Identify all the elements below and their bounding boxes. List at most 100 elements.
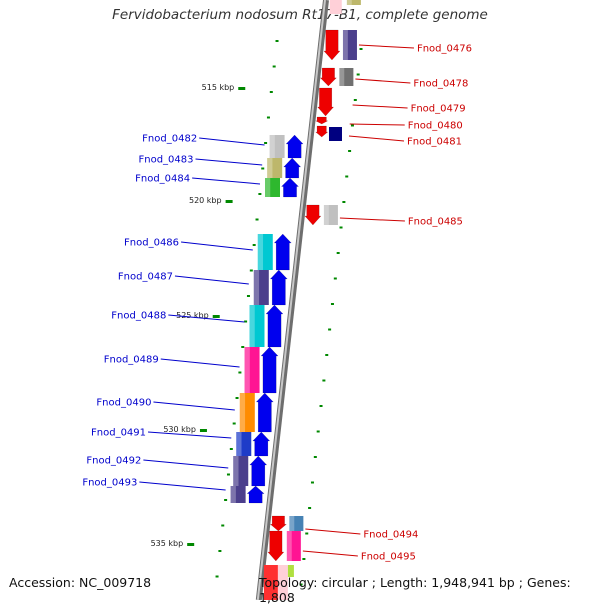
tick-mark (255, 218, 259, 221)
tick-mark (313, 456, 317, 458)
forward-cog-block-shade (257, 234, 264, 270)
forward-cog-block (230, 486, 246, 503)
reverse-gene-arrow (304, 204, 322, 226)
forward-cog-block-shade (230, 486, 236, 503)
kbp-marker-tick (187, 543, 195, 546)
forward-gene-leader (143, 459, 229, 469)
accession-label: Accession: (9, 575, 76, 590)
tick-mark (345, 175, 349, 178)
genome-backbone (255, 0, 329, 600)
reverse-gene-leader (302, 550, 358, 557)
reverse-gene-label: Fnod_0481 (407, 137, 462, 148)
tick-mark (330, 303, 334, 305)
tick-mark (356, 73, 360, 76)
reverse-cog-block-shade (286, 531, 292, 561)
accession-value: NC_009718 (79, 575, 152, 590)
forward-gene-arrow (280, 177, 300, 198)
accession-info: Accession: NC_009718 (9, 575, 151, 590)
topology-label: Topology: (259, 575, 318, 590)
reverse-cog-block (328, 127, 342, 141)
tick-mark (299, 583, 303, 586)
forward-gene-label: Fnod_0483 (138, 155, 193, 166)
map-title: Fervidobacterium nodosum Rt17-B1, comple… (112, 7, 488, 23)
forward-gene-label: Fnod_0487 (118, 272, 173, 283)
forward-cog-block-shade (267, 158, 273, 178)
forward-gene-label: Fnod_0486 (124, 238, 179, 249)
forward-cog-block (239, 393, 255, 432)
edge-feature-top-shade (346, 0, 352, 5)
forward-cog-block (265, 178, 280, 197)
tick-mark (244, 320, 248, 323)
tick-mark (275, 40, 279, 42)
reverse-cog-block-shade (323, 205, 329, 225)
forward-cog-block (269, 135, 285, 158)
kbp-marker-tick (238, 87, 246, 90)
genome-summary: Topology: circular; Length: 1,948,941 bp… (259, 575, 571, 605)
forward-gene-leader (199, 137, 265, 146)
tick-mark (264, 142, 268, 144)
topology-value: circular (321, 575, 368, 590)
tick-mark (350, 124, 354, 127)
tick-mark (333, 277, 337, 280)
forward-cog-block-shade (265, 178, 271, 197)
kbp-marker-tick (212, 315, 220, 318)
reverse-cog-block (286, 531, 301, 561)
forward-gene-arrow (285, 134, 304, 159)
kbp-marker-label: 535 kbp (151, 539, 184, 548)
reverse-gene-label: Fnod_0476 (417, 44, 472, 55)
forward-cog-block-shade (253, 270, 260, 305)
tick-mark (308, 507, 312, 509)
forward-gene-arrow (246, 485, 265, 504)
tick-mark (249, 269, 253, 272)
forward-cog-block-shade (233, 456, 239, 486)
reverse-gene-arrow (317, 87, 335, 117)
forward-cog-block (244, 347, 260, 393)
reverse-gene-label: Fnod_0494 (363, 530, 418, 541)
tick-mark (226, 473, 230, 476)
genes-label: Genes: (526, 575, 571, 590)
reverse-gene-arrow (267, 530, 285, 562)
forward-gene-leader (168, 314, 245, 323)
forward-cog-block-shade (244, 347, 250, 393)
tick-mark (246, 295, 250, 297)
forward-gene-label: Fnod_0489 (104, 355, 159, 366)
reverse-gene-arrow (269, 515, 288, 532)
tick-mark (229, 448, 233, 450)
forward-cog-block (257, 234, 273, 270)
forward-gene-arrow (249, 455, 268, 487)
kbp-marker-tick (225, 200, 233, 203)
tick-mark (328, 328, 332, 331)
tick-mark (269, 91, 273, 93)
tick-mark (348, 150, 352, 152)
forward-cog-block (233, 456, 249, 486)
forward-gene-label: Fnod_0482 (142, 134, 197, 145)
length-value: 1,948,941 bp (431, 575, 515, 590)
length-label: Length: (379, 575, 428, 590)
forward-gene-arrow (265, 304, 284, 348)
gene-labels: Fnod_0482 Fnod_0483 Fnod_0484 Fnod_0486 Fnod… (82, 44, 472, 563)
tick-mark (319, 405, 323, 407)
tick-mark (339, 226, 343, 229)
forward-cog-block-shade (269, 135, 275, 158)
forward-cog-block-shade (236, 432, 242, 456)
tick-mark (235, 397, 239, 399)
forward-cog-block (249, 305, 265, 347)
reverse-gene-leader (355, 78, 411, 84)
tick-mark (215, 575, 219, 578)
reverse-cog-block (339, 68, 354, 86)
forward-gene-arrow (252, 431, 271, 457)
tick-mark (353, 99, 357, 101)
edge-feature-top-pink (329, 0, 342, 14)
edge-feature-top (346, 0, 361, 5)
forward-cog-block-shade (239, 393, 246, 432)
tick-mark (359, 48, 363, 50)
tick-mark (218, 550, 222, 552)
forward-gene-arrow (269, 269, 288, 306)
reverse-cog-block-shade (342, 30, 348, 60)
forward-cog-block (236, 432, 252, 456)
kbp-marker-label: 530 kbp (163, 425, 196, 434)
forward-gene-arrow (260, 346, 279, 394)
kbp-markers: 515 kbp 520 kbp 525 kbp 530 kbp 535 kbp (151, 83, 246, 548)
reverse-gene-arrow (315, 116, 328, 125)
